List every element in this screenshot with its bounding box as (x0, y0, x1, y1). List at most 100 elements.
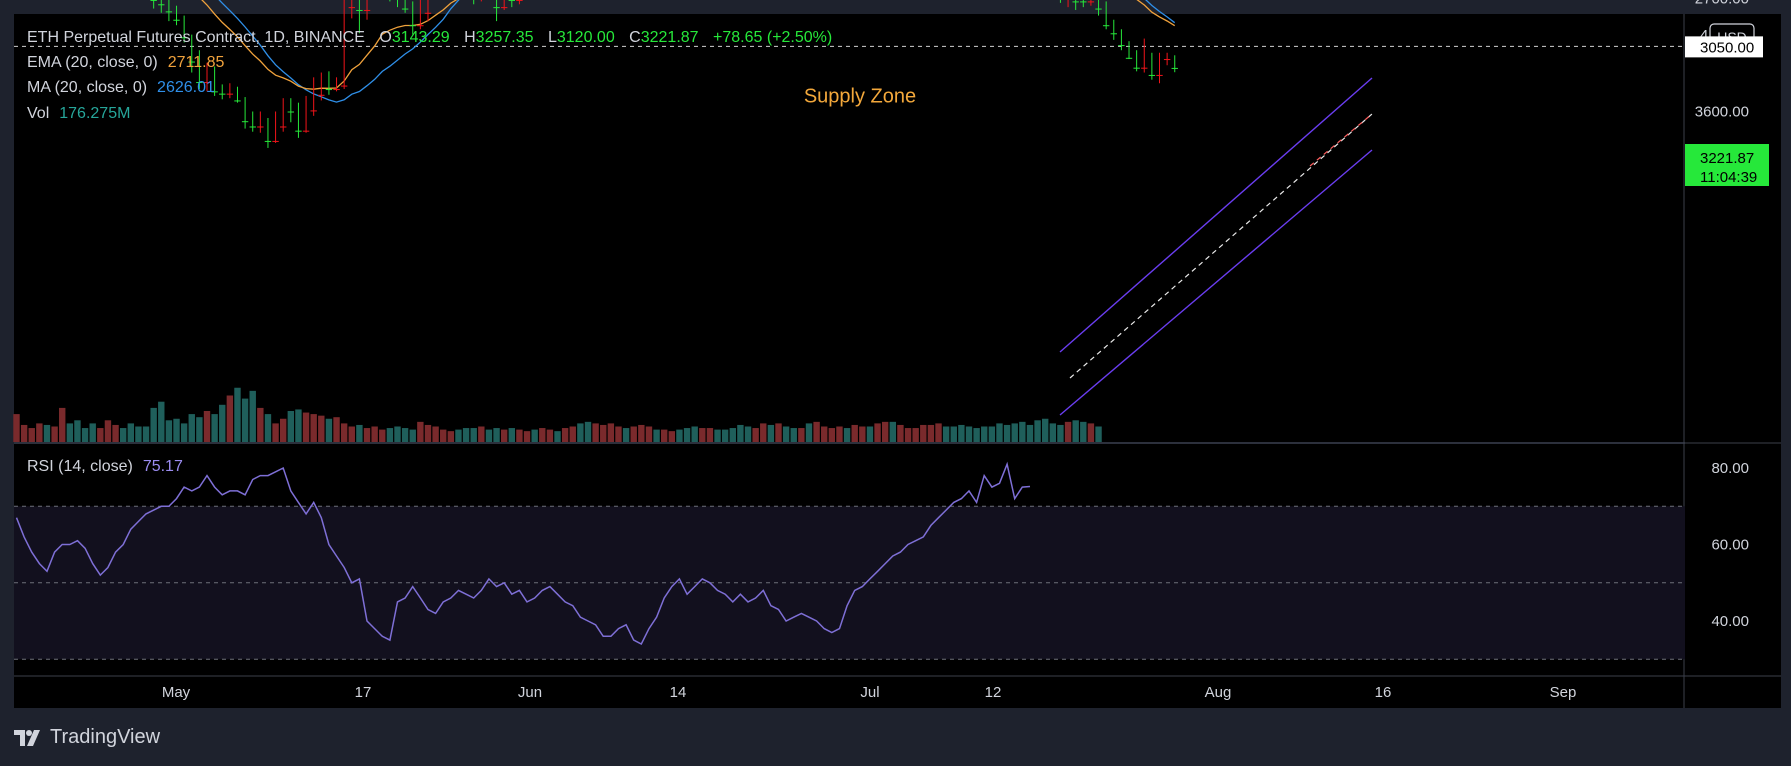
volume-bar (539, 428, 546, 442)
volume-bar (81, 428, 89, 442)
open-label: O (379, 29, 392, 46)
volume-bar (440, 429, 447, 442)
candle-body (302, 130, 310, 132)
candle-body (287, 111, 295, 113)
volume-bar (295, 409, 302, 442)
volume-bar (531, 429, 538, 442)
time-axis-label: Jun (518, 684, 542, 701)
volume-bar (584, 421, 592, 442)
rsi-label: RSI (14, close) (27, 458, 133, 475)
volume-bar (1049, 423, 1057, 442)
time-axis-label: May (162, 684, 191, 701)
volume-bar (257, 407, 264, 442)
candle-body (1133, 67, 1140, 69)
volume-bar (462, 428, 470, 442)
ma-legend[interactable]: MA (20, close, 0) 2626.01 (27, 78, 225, 97)
time-axis-label: 12 (985, 684, 1002, 701)
high-value: 3257.35 (475, 29, 534, 46)
volume-bar (356, 424, 363, 442)
volume-bar (1057, 424, 1064, 442)
ema-line (201, 0, 1176, 90)
volume-bar (272, 423, 279, 442)
volume-bar (371, 426, 378, 442)
volume-bar (348, 426, 355, 442)
volume-bar (950, 426, 957, 442)
volume-bar (912, 428, 919, 442)
high-label: H (464, 29, 476, 46)
candle-body (1141, 67, 1148, 69)
volume-bar (942, 426, 950, 442)
volume-bar (180, 423, 188, 442)
volume-bar (523, 431, 531, 442)
volume-bar (493, 428, 500, 442)
time-axis-label: 16 (1375, 684, 1392, 701)
volume-bar (592, 423, 599, 442)
volume-bar (851, 424, 858, 442)
volume-bar (1019, 421, 1026, 442)
symbol-title: ETH Perpetual Futures Contract, 1D, BINA… (27, 29, 365, 46)
volume-bar (638, 424, 645, 442)
volume-bar (158, 401, 165, 442)
volume-bar (836, 426, 843, 442)
volume-bar (767, 424, 775, 442)
volume-bar (790, 428, 797, 442)
volume-bar (996, 423, 1003, 442)
volume-bar (59, 407, 66, 442)
ema-value: 2711.85 (167, 54, 225, 71)
volume-bar (66, 423, 74, 442)
volume-bar (234, 387, 241, 442)
candle-body (241, 121, 249, 123)
volume-bar (904, 428, 912, 442)
last-price-value: 3221.87 (1700, 150, 1754, 167)
volume-bar (211, 414, 218, 442)
candle-body (1118, 45, 1125, 47)
volume-bar (744, 426, 752, 442)
volume-bar (333, 417, 340, 442)
candle-body (203, 82, 211, 84)
candle-body (356, 9, 363, 11)
volume-bar (988, 426, 996, 442)
volume-label: Vol (27, 105, 50, 122)
volume-bar (13, 414, 20, 442)
volume-bar (1034, 420, 1041, 442)
rsi-legend[interactable]: RSI (14, close) 75.17 (27, 457, 193, 476)
candle-body (188, 61, 195, 63)
candle-body (280, 126, 287, 128)
time-axis-label: 14 (670, 684, 687, 701)
level-3050-tag (1685, 36, 1763, 58)
candle-body (158, 4, 165, 6)
volume-legend[interactable]: Vol 176.275M (27, 104, 140, 123)
volume-bar (196, 417, 203, 442)
tradingview-brand[interactable]: TradingView (14, 726, 160, 749)
rsi-line (15, 461, 1031, 646)
candle-body (409, 25, 416, 27)
supply-zone-label: Supply Zone (804, 85, 916, 107)
volume-bar (188, 414, 195, 442)
candle-body (500, 7, 508, 9)
candle-body (310, 110, 317, 112)
low-label: L (547, 29, 557, 46)
volume-bar (881, 421, 889, 442)
candle-body (234, 100, 241, 102)
volume-bar (219, 404, 226, 442)
time-axis-label: Sep (1550, 684, 1577, 701)
volume-bar (1064, 421, 1072, 442)
tradingview-logo-icon (14, 729, 40, 746)
volume-bar (135, 426, 142, 442)
ma-label: MA (20, close, 0) (27, 79, 148, 96)
candle-body (417, 25, 424, 27)
volume-bar (798, 428, 805, 442)
volume-bar (706, 428, 714, 442)
volume-bar (241, 398, 249, 442)
ema-legend[interactable]: EMA (20, close, 0) 2711.85 (27, 53, 234, 72)
volume-bar (325, 418, 333, 442)
volume-bar (150, 407, 157, 442)
volume-bar (20, 424, 28, 442)
volume-bar (379, 429, 386, 442)
last-price-box (1685, 144, 1769, 186)
volume-bar (340, 423, 348, 442)
candle-body (401, 8, 409, 10)
level-3050-label: 3050.00 (1700, 39, 1754, 56)
